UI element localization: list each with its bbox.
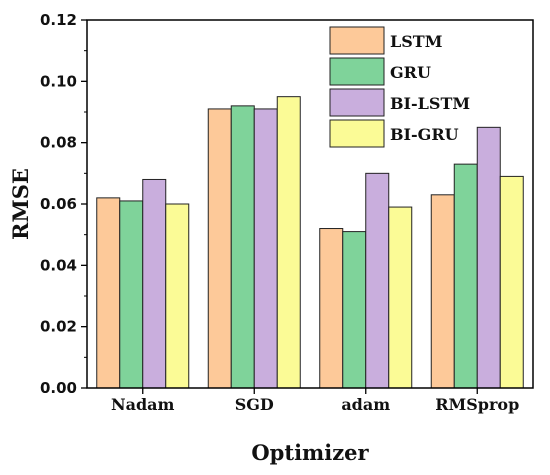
ticks-layer: Nadam SGD adam RMSprop 0.00 0.02 0.04 0.06 0.08 0… (40, 11, 519, 414)
legend-swatch-bi-lstm (329, 88, 385, 117)
y-axis-title: RMSE (8, 168, 33, 240)
x-tick-label: adam (341, 395, 390, 414)
bar-bi-lstm-rmsprop (476, 126, 501, 389)
legend-swatch-bi-gru (329, 119, 385, 148)
y-tick-label: 0.12 (40, 11, 77, 29)
y-tick-label: 0.10 (40, 72, 77, 90)
x-tick-label: SGD (235, 395, 274, 414)
y-tick-label: 0.06 (40, 195, 77, 213)
bar-bi-gru-sgd (276, 96, 301, 389)
y-tick-label: 0.02 (40, 318, 77, 336)
legend-label-bi-lstm: BI-LSTM (390, 94, 470, 113)
y-tick-label: 0.00 (40, 379, 77, 397)
bar-gru-rmsprop (453, 163, 478, 389)
legend-swatch-gru (329, 57, 385, 86)
x-tick-label: RMSprop (435, 395, 519, 414)
legend-label-lstm: LSTM (390, 32, 442, 51)
bar-bi-lstm-nadam (142, 178, 167, 389)
x-tick-label: Nadam (111, 395, 175, 414)
bar-lstm-adam (319, 228, 344, 389)
bar-bi-gru-nadam (165, 203, 190, 389)
y-tick-label: 0.08 (40, 134, 77, 152)
bar-bi-lstm-adam (365, 172, 390, 389)
bar-bi-lstm-sgd (253, 108, 278, 389)
bars-layer (96, 96, 524, 389)
legend-label-gru: GRU (390, 63, 431, 82)
x-axis-title: Optimizer (251, 440, 369, 465)
bar-gru-sgd (230, 105, 255, 389)
legend-swatch-lstm (329, 26, 385, 55)
bar-lstm-sgd (207, 108, 232, 389)
bar-bi-gru-rmsprop (499, 175, 524, 389)
y-tick-label: 0.04 (40, 256, 77, 274)
legend: LSTM GRU BI-LSTM BI-GRU (329, 26, 470, 148)
bar-bi-gru-adam (388, 206, 413, 389)
bar-lstm-rmsprop (430, 194, 455, 389)
legend-label-bi-gru: BI-GRU (390, 125, 459, 144)
bar-gru-adam (342, 231, 367, 389)
bar-gru-nadam (119, 200, 144, 389)
bar-lstm-nadam (96, 197, 121, 389)
